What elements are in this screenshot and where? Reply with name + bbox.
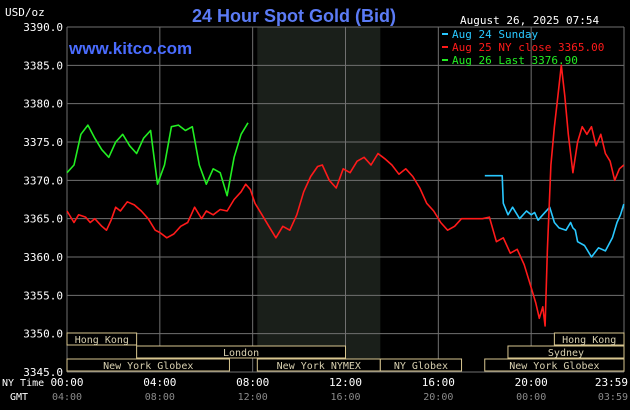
x-tick-label-gmt: 08:00 <box>145 392 175 403</box>
series-line-0 <box>484 174 625 258</box>
price-lines <box>66 64 625 327</box>
ny-time-row-label: NY Time <box>2 378 44 389</box>
session-bar <box>66 332 138 346</box>
x-tick-label-gmt: 00:00 <box>516 392 546 403</box>
market-sessions: Hong Kong London New York Globex New York N… <box>66 332 625 372</box>
legend-item-ny-close: Aug 25 NY close 3365.00 <box>452 41 604 54</box>
x-tick-label-ny: 04:00 <box>143 376 176 389</box>
x-tick-label-ny: 23:59 <box>595 376 628 389</box>
gmt-row-label: GMT <box>10 392 28 403</box>
session-bar <box>507 345 625 359</box>
nymex-session-shade <box>257 27 381 372</box>
grid-lines <box>66 26 625 373</box>
session-bar <box>379 358 463 372</box>
site-watermark: www.kitco.com <box>68 39 192 58</box>
unit-label: USD/oz <box>5 6 45 19</box>
session-label: NY Globex <box>394 361 448 372</box>
y-tick-label: 3345.0 <box>23 366 63 379</box>
y-tick-label: 3390.0 <box>23 21 63 34</box>
y-tick-label: 3375.0 <box>23 136 63 149</box>
x-tick-label-ny: 20:00 <box>515 376 548 389</box>
series-line-1 <box>66 64 625 327</box>
x-tick-label-ny: 16:00 <box>422 376 455 389</box>
y-tick-label: 3365.0 <box>23 213 63 226</box>
x-tick-label-ny: 08:00 <box>236 376 269 389</box>
x-tick-label-ny: 00:00 <box>50 376 83 389</box>
x-tick-label-gmt: 03:59 <box>598 392 628 403</box>
chart-title: 24 Hour Spot Gold (Bid) <box>192 6 396 26</box>
y-tick-label: 3380.0 <box>23 98 63 111</box>
y-tick-label: 3355.0 <box>23 289 63 302</box>
y-tick-label: 3385.0 <box>23 59 63 72</box>
legend-item-sunday: Aug 24 Sunday <box>452 28 538 41</box>
session-bar <box>553 332 625 346</box>
y-tick-label: 3350.0 <box>23 328 63 341</box>
series-line-2 <box>66 122 249 197</box>
legend: Aug 24 Sunday Aug 25 NY close 3365.00 Au… <box>442 28 604 67</box>
x-axis-ticks: 00:00 04:00 08:00 12:00 16:00 20:00 23:59 04:00… <box>50 376 628 403</box>
legend-item-last: Aug 26 Last 3376.90 <box>452 54 578 67</box>
session-bar <box>484 358 625 372</box>
x-tick-label-ny: 12:00 <box>329 376 362 389</box>
x-tick-label-gmt: 04:00 <box>52 392 82 403</box>
session-bar <box>66 358 230 372</box>
session-label: Sydney <box>548 348 584 359</box>
y-tick-label: 3360.0 <box>23 251 63 264</box>
session-label: Hong Kong <box>75 335 129 346</box>
datetime-label: August 26, 2025 07:54 <box>460 14 599 27</box>
y-tick-label: 3370.0 <box>23 174 63 187</box>
x-tick-label-gmt: 16:00 <box>330 392 360 403</box>
session-label: New York NYMEX <box>277 361 361 372</box>
y-axis-ticks: 3390.0 3385.0 3380.0 3375.0 3370.0 3365.0 3360… <box>23 21 63 379</box>
session-label: New York Globex <box>509 361 599 372</box>
session-label: Hong Kong <box>562 335 616 346</box>
session-label: London <box>223 348 259 359</box>
session-label: New York Globex <box>103 361 193 372</box>
x-tick-label-gmt: 12:00 <box>238 392 268 403</box>
session-bar <box>136 345 346 359</box>
x-tick-label-gmt: 20:00 <box>423 392 453 403</box>
